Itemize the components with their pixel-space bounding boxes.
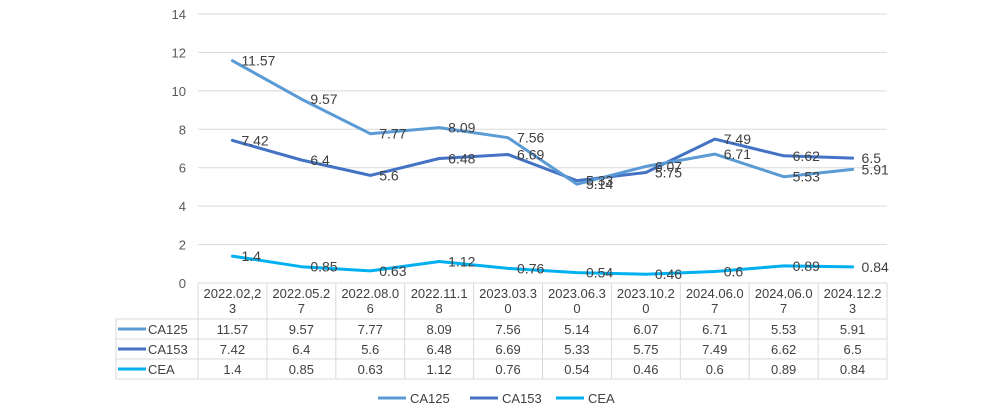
data-label: 6.71	[724, 146, 751, 162]
table-cell-value: 0.84	[840, 362, 865, 377]
data-label: 1.4	[241, 248, 261, 264]
data-label: 6.07	[655, 158, 682, 174]
table-cell-value: 5.14	[564, 322, 589, 337]
x-category-label: 3	[849, 301, 856, 316]
legend-label: CEA	[588, 391, 615, 406]
data-label: 5.6	[379, 167, 399, 183]
data-label: 1.12	[448, 253, 475, 269]
table-series-name: CEA	[148, 362, 175, 377]
data-label: 0.89	[793, 258, 820, 274]
data-label: 5.75	[655, 165, 682, 181]
table-series-name: CA153	[148, 342, 188, 357]
data-label: 9.57	[310, 91, 337, 107]
table-cell-value: 9.57	[289, 322, 314, 337]
data-label: 0.63	[379, 263, 406, 279]
table-cell-value: 0.76	[495, 362, 520, 377]
data-label: 0.54	[586, 265, 613, 281]
table-cell-value: 5.6	[361, 342, 379, 357]
table-cell-value: 7.42	[220, 342, 245, 357]
data-label: 0.46	[655, 266, 682, 282]
data-label: 0.76	[517, 260, 544, 276]
x-category-label: 2022.02,2	[204, 286, 262, 301]
x-category-label: 2023.10.2	[617, 286, 675, 301]
data-label: 7.77	[379, 126, 406, 142]
table-cell-value: 6.4	[292, 342, 310, 357]
table-cell-value: 5.75	[633, 342, 658, 357]
x-category-label: 2023.03.3	[479, 286, 537, 301]
data-label: 0.85	[310, 259, 337, 275]
y-tick-label: 0	[179, 276, 186, 291]
table-cell-value: 6.62	[771, 342, 796, 357]
table-cell-value: 0.89	[771, 362, 796, 377]
table-cell-value: 0.6	[706, 362, 724, 377]
data-label: 11.57	[241, 53, 275, 69]
data-label: 5.14	[586, 176, 613, 192]
table-cell-value: 5.53	[771, 322, 796, 337]
x-category-label: 2022.08.0	[341, 286, 399, 301]
x-category-label: 2022.11.1	[411, 286, 468, 301]
y-tick-label: 14	[172, 7, 186, 22]
table-cell-value: 11.57	[217, 322, 249, 337]
legend-label: CA153	[502, 391, 542, 406]
x-category-label: 6	[367, 301, 374, 316]
data-label: 6.4	[310, 152, 330, 168]
table-cell-value: 8.09	[426, 322, 451, 337]
table-series-name: CA125	[148, 322, 188, 337]
x-category-label: 8	[436, 301, 443, 316]
data-label: 7.49	[724, 131, 751, 147]
y-tick-label: 8	[179, 122, 186, 137]
y-tick-label: 6	[179, 161, 186, 176]
table-cell-value: 7.56	[495, 322, 520, 337]
data-label: 0.84	[862, 259, 889, 275]
data-label: 5.91	[862, 161, 889, 177]
data-label: 5.53	[793, 169, 820, 185]
table-cell-value: 5.91	[840, 322, 865, 337]
y-tick-label: 2	[179, 238, 186, 253]
x-category-label: 0	[504, 301, 511, 316]
x-category-label: 2024.06.0	[686, 286, 744, 301]
series-line-ca153	[230, 137, 855, 183]
data-label: 6.62	[793, 148, 820, 164]
y-tick-label: 4	[179, 199, 186, 214]
x-category-label: 2023.06.3	[548, 286, 606, 301]
x-category-label: 7	[298, 301, 305, 316]
table-cell-value: 0.54	[564, 362, 589, 377]
x-category-label: 0	[573, 301, 580, 316]
table-cell-value: 7.49	[702, 342, 727, 357]
data-label: 6.48	[448, 150, 475, 166]
table-cell-value: 6.5	[844, 342, 862, 357]
data-label: 6.5	[862, 150, 882, 166]
x-category-label: 7	[711, 301, 718, 316]
series-line-cea	[230, 254, 855, 276]
legend-label: CA125	[410, 391, 450, 406]
x-category-label: 2024.12.2	[824, 286, 882, 301]
table-cell-value: 6.07	[633, 322, 658, 337]
x-category-label: 2022.05.2	[272, 286, 330, 301]
data-label: 7.56	[517, 130, 544, 146]
y-tick-label: 12	[172, 45, 186, 60]
x-category-label: 7	[780, 301, 787, 316]
table-cell-value: 6.69	[495, 342, 520, 357]
data-label: 8.09	[448, 120, 475, 136]
table-cell-value: 7.77	[358, 322, 383, 337]
data-label: 0.6	[724, 263, 744, 279]
table-cell-value: 1.4	[223, 362, 241, 377]
table-cell-value: 0.85	[289, 362, 314, 377]
y-tick-label: 10	[172, 84, 186, 99]
table-cell-value: 6.71	[702, 322, 727, 337]
data-label: 7.42	[241, 132, 268, 148]
x-category-label: 0	[642, 301, 649, 316]
table-cell-value: 6.48	[426, 342, 451, 357]
table-cell-value: 1.12	[426, 362, 451, 377]
table-cell-value: 0.46	[633, 362, 658, 377]
table-cell-value: 5.33	[564, 342, 589, 357]
data-label: 5.33	[586, 173, 613, 189]
data-label: 6.69	[517, 146, 544, 162]
x-category-label: 2024.06.0	[755, 286, 813, 301]
x-category-label: 3	[229, 301, 236, 316]
table-cell-value: 0.63	[358, 362, 383, 377]
series-line-ca125	[230, 59, 855, 186]
